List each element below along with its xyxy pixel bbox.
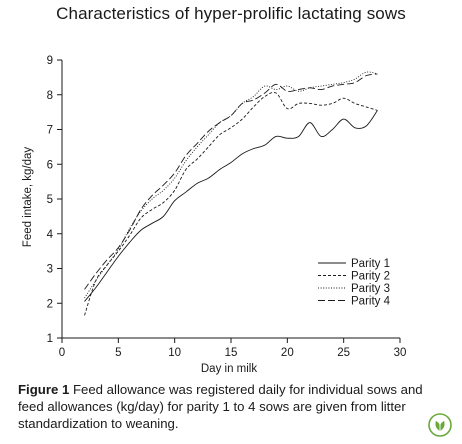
legend-label-parity-1: Parity 1: [351, 258, 390, 270]
legend-label-parity-2: Parity 2: [351, 271, 390, 283]
x-tick-label: 5: [115, 347, 121, 359]
y-tick-label: 5: [47, 194, 53, 206]
legend-label-parity-3: Parity 3: [351, 283, 390, 295]
x-tick-label: 0: [59, 347, 65, 359]
figure-caption: Figure 1 Feed allowance was registered d…: [18, 381, 428, 432]
chart-axes: 0 5 10 15 20 25 30 1 2 3 4 5 6 7 8 9: [47, 55, 407, 359]
series-line-parity-4: [84, 73, 378, 290]
y-axis-label: Feed intake, kg/day: [22, 147, 34, 248]
y-tick-label: 2: [47, 298, 53, 310]
x-tick-label: 10: [168, 347, 181, 359]
x-tick-label: 15: [225, 347, 238, 359]
x-axis-label: Day in milk: [201, 363, 257, 375]
chart-series: [84, 71, 378, 316]
y-tick-label: 4: [47, 229, 54, 241]
y-tick-label: 9: [47, 55, 53, 67]
y-tick-label: 7: [47, 125, 53, 137]
page-title: Characteristics of hyper-prolific lactat…: [56, 4, 406, 23]
x-tick-label: 25: [337, 347, 350, 359]
series-line-parity-3: [84, 71, 378, 299]
y-tick-label: 8: [47, 90, 53, 102]
series-line-parity-2: [84, 91, 378, 316]
y-tick-label: 1: [47, 333, 53, 345]
caption-label: Figure 1: [18, 382, 70, 397]
y-tick-label: 3: [47, 264, 53, 276]
y-tick-label: 6: [47, 159, 53, 171]
series-line-parity-1: [84, 110, 378, 302]
x-tick-label: 20: [281, 347, 294, 359]
caption-text: Feed allowance was registered daily for …: [18, 382, 423, 431]
x-tick-label: 30: [394, 347, 407, 359]
legend-label-parity-4: Parity 4: [351, 296, 391, 308]
leaf-logo-icon: [428, 413, 452, 437]
